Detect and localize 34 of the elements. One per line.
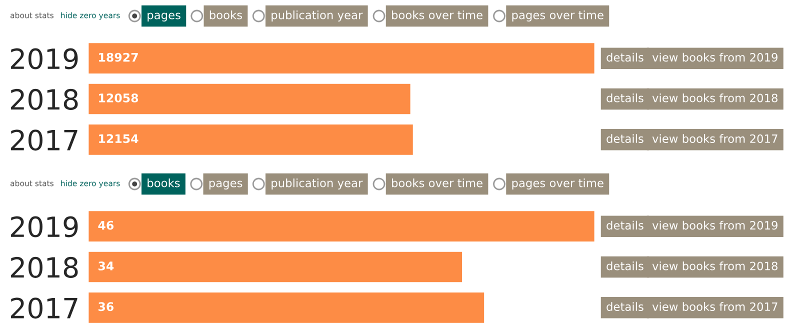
text: books over time (392, 178, 482, 188)
text: view books from 2019 (652, 220, 778, 230)
text: pages over time (512, 178, 604, 190)
text: details (606, 302, 644, 311)
chart-title: pages (148, 12, 180, 22)
text: pages (209, 180, 242, 190)
data-label: 36 (98, 302, 114, 312)
y-tick-label: 2018 (11, 256, 78, 278)
text: books (210, 10, 242, 20)
y-tick-label: 2017 (11, 130, 78, 151)
y-tick-label: 2018 (11, 88, 78, 110)
text: details (606, 134, 644, 143)
text: publication year (272, 10, 363, 22)
text: details (606, 220, 644, 230)
text: details (606, 93, 644, 102)
text: view books from 2018 (652, 261, 778, 270)
text: details (606, 261, 644, 270)
chart-title: books (148, 178, 180, 188)
text: details (606, 52, 644, 62)
text: view books from 2018 (652, 93, 778, 102)
text: books over time (392, 10, 482, 20)
data-label: 12154 (99, 134, 138, 144)
y-tick-label: 2019 (11, 48, 78, 70)
y-tick-label: 2017 (11, 298, 78, 319)
text: view books from 2019 (652, 52, 778, 62)
data-label: 34 (98, 261, 114, 270)
text: view books from 2017 (652, 302, 778, 311)
text: pages over time (512, 10, 604, 22)
text: publication year (272, 178, 363, 190)
data-label: 18927 (99, 52, 138, 62)
data-label: 12058 (99, 93, 138, 102)
text: view books from 2017 (652, 134, 778, 143)
data-label: 46 (98, 220, 114, 230)
y-tick-label: 2019 (11, 216, 78, 238)
